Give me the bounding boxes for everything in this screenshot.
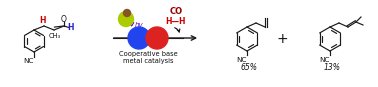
Text: NC: NC [24,58,34,64]
Text: NC: NC [236,57,247,63]
Text: H: H [68,23,74,31]
Text: CO: CO [169,7,183,15]
Text: NC: NC [319,57,330,63]
Text: metal catalysis: metal catalysis [123,58,173,64]
Text: Co: Co [150,33,164,43]
Text: O: O [61,15,67,24]
Text: Cooperative base: Cooperative base [119,51,177,57]
Circle shape [118,11,133,27]
Circle shape [124,9,130,17]
Text: 13%: 13% [324,64,341,72]
Text: W: W [133,33,145,43]
Circle shape [146,27,168,49]
Text: +: + [276,32,288,46]
Circle shape [128,27,150,49]
Text: 65%: 65% [240,64,257,72]
Text: H: H [40,16,46,25]
Text: CH₃: CH₃ [49,33,61,39]
Text: hv: hv [135,22,144,28]
Text: H—H: H—H [166,17,186,25]
